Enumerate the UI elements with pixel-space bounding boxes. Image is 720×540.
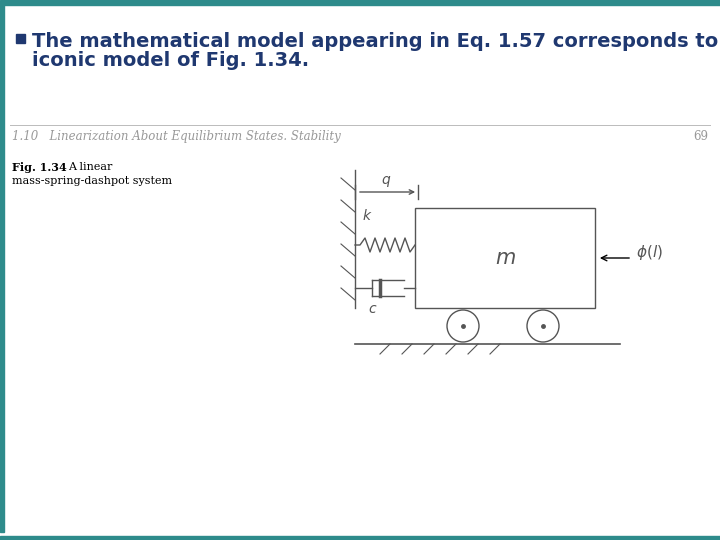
Bar: [415, 208, 595, 308]
Bar: [16, 34, 25, 43]
Bar: [0, 536, 720, 540]
Text: mass-spring-dashpot system: mass-spring-dashpot system: [12, 176, 172, 186]
Text: $k$: $k$: [361, 208, 372, 223]
Text: 69: 69: [693, 130, 708, 143]
Text: $q$: $q$: [382, 174, 392, 189]
Text: $m$: $m$: [495, 248, 516, 267]
Text: A linear: A linear: [68, 162, 112, 172]
Bar: [0, 5, 4, 532]
Text: iconic model of Fig. 1.34.: iconic model of Fig. 1.34.: [32, 51, 309, 70]
Text: The mathematical model appearing in Eq. 1.57 corresponds to the: The mathematical model appearing in Eq. …: [32, 32, 720, 51]
Text: Fig. 1.34: Fig. 1.34: [12, 162, 67, 173]
Text: $c$: $c$: [369, 302, 378, 316]
Text: 1.10   Linearization About Equilibrium States. Stability: 1.10 Linearization About Equilibrium Sta…: [12, 130, 341, 143]
Text: $\phi(l)$: $\phi(l)$: [636, 242, 663, 261]
Bar: [0, 0, 720, 5]
